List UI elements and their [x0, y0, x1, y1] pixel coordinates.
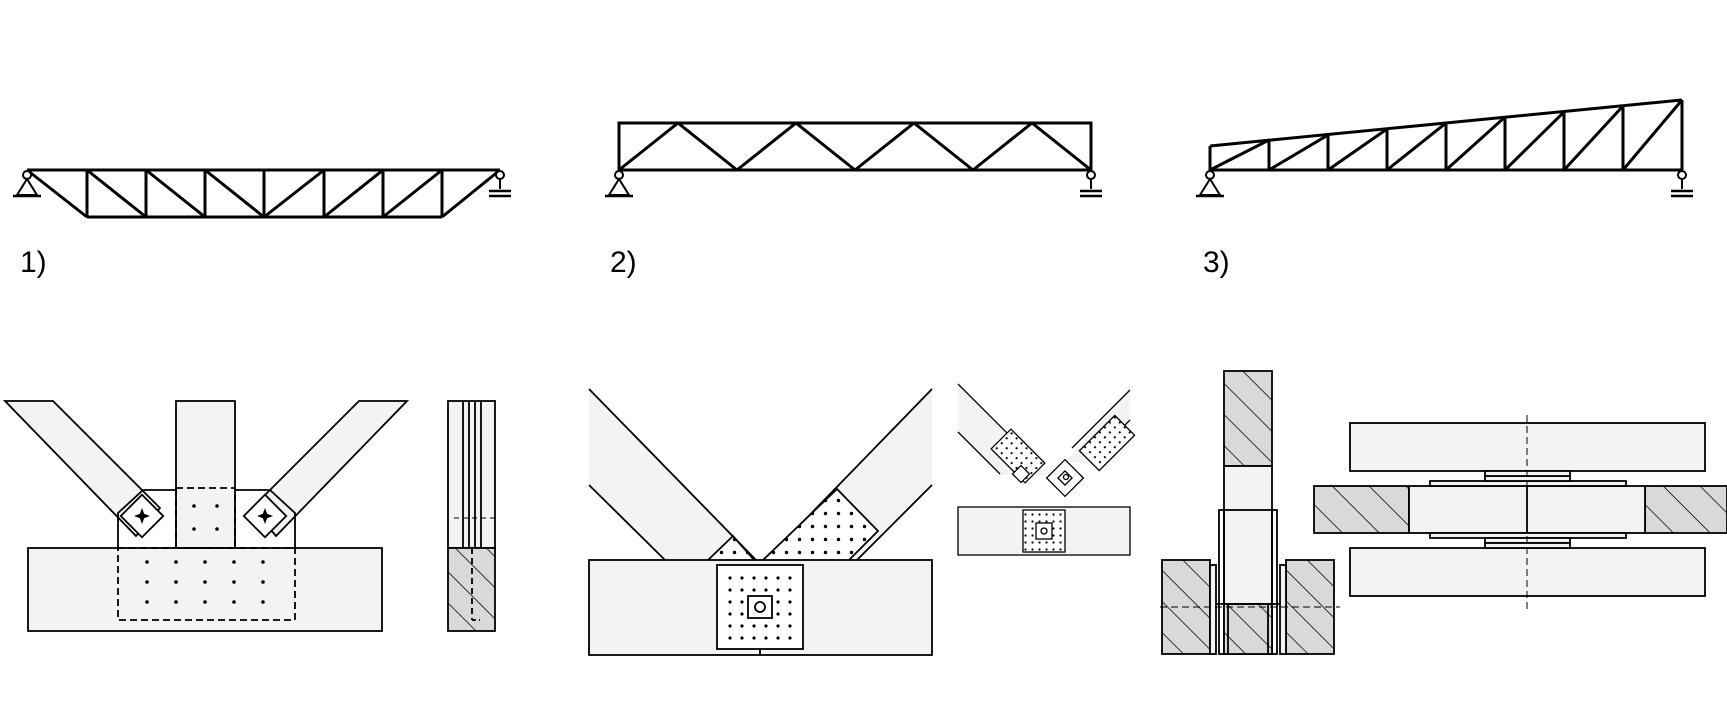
bolt-dot	[776, 576, 780, 580]
bolt-dot	[752, 636, 756, 640]
bolt-dot	[764, 588, 768, 592]
bolt-dot	[740, 636, 744, 640]
truss-2-label: 2)	[610, 246, 637, 279]
bolt-dot	[261, 580, 265, 584]
detail-3-section	[1160, 370, 1340, 655]
bolt-dot	[776, 588, 780, 592]
roller-support-icon	[1078, 169, 1104, 198]
bolt-dot	[740, 600, 744, 604]
pin-support-icon	[603, 169, 635, 198]
bolt-dot	[788, 612, 792, 616]
truss-3-label: 3)	[1203, 246, 1230, 279]
bolt-dot	[740, 624, 744, 628]
bolt-dot	[764, 624, 768, 628]
bolt-dot	[740, 576, 744, 580]
bolt-dot	[776, 624, 780, 628]
bolt-dot	[261, 600, 265, 604]
roller-support-icon	[1669, 169, 1695, 198]
truss-1	[26, 168, 501, 219]
bolt-dot	[203, 560, 207, 564]
bolt-dot	[752, 576, 756, 580]
bolt-dot	[192, 504, 196, 508]
bolt-dot	[728, 576, 732, 580]
bolt-dot	[764, 636, 768, 640]
bolt-dot	[740, 588, 744, 592]
bolt-dot	[203, 600, 207, 604]
bolt-dot	[728, 636, 732, 640]
bolt-dot	[232, 560, 236, 564]
bolt-dot	[740, 612, 744, 616]
bolt-dot	[174, 600, 178, 604]
bolt-dot	[788, 624, 792, 628]
truss-3	[1208, 98, 1684, 172]
bolt-dot	[752, 624, 756, 628]
bolt-dot	[215, 504, 219, 508]
bolt-dot	[174, 580, 178, 584]
bolt-dot	[788, 600, 792, 604]
bolt-dot	[764, 576, 768, 580]
bolt-dot	[192, 527, 196, 531]
bolt-dot	[788, 576, 792, 580]
truss-1-label: 1)	[20, 246, 47, 279]
bolt-dot	[145, 600, 149, 604]
pin-support-icon	[1194, 169, 1226, 198]
bolt-dot	[752, 588, 756, 592]
detail-1-side-view	[447, 400, 496, 632]
bolt-dot	[728, 612, 732, 616]
bolt-dot	[232, 580, 236, 584]
bolt-dot	[203, 580, 207, 584]
detail-1-fasteners	[145, 504, 265, 604]
bolt-dot	[145, 560, 149, 564]
bolt-dot	[215, 527, 219, 531]
truss-2	[617, 121, 1093, 172]
pin-support-icon	[11, 169, 43, 198]
bolt-dot	[776, 600, 780, 604]
detail-2-exploded-view	[957, 383, 1136, 556]
bolt-dot	[232, 600, 236, 604]
bolt-dot	[776, 636, 780, 640]
detail-2-fasteners	[728, 576, 792, 640]
bolt-dot	[728, 600, 732, 604]
detail-1-node	[2, 400, 410, 632]
bolt-dot	[261, 560, 265, 564]
detail-2-node	[588, 388, 933, 656]
bolt-dot	[788, 588, 792, 592]
bolt-dot	[728, 588, 732, 592]
bolt-dot	[728, 624, 732, 628]
bolt-dot	[145, 580, 149, 584]
bolt-dot	[788, 636, 792, 640]
bolt-dot	[776, 612, 780, 616]
bolt-dot	[174, 560, 178, 564]
detail-3-plan	[1313, 415, 1727, 610]
